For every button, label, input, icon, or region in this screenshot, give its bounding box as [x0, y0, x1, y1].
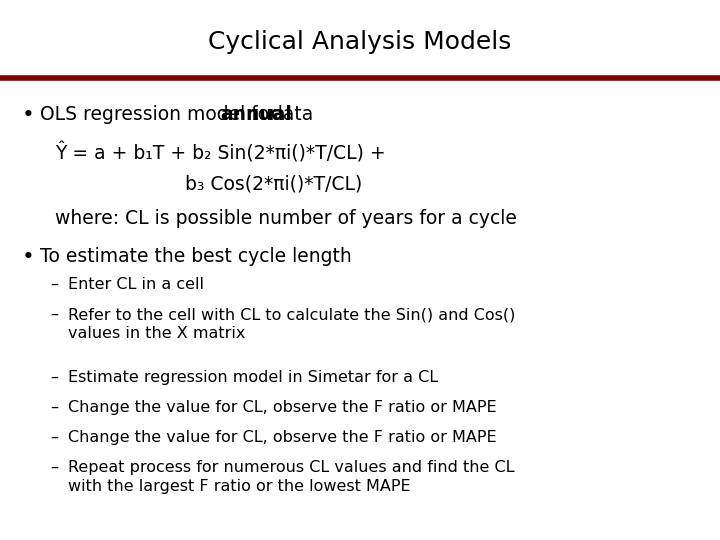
Text: Repeat process for numerous CL values and find the CL
with the largest F ratio o: Repeat process for numerous CL values an…	[68, 460, 515, 494]
Text: Ŷ = a + b₁T + b₂ Sin(2*πi()*T/CL) +: Ŷ = a + b₁T + b₂ Sin(2*πi()*T/CL) +	[55, 143, 386, 164]
Text: •: •	[22, 247, 35, 267]
Text: data: data	[266, 105, 314, 124]
Text: OLS regression model for: OLS regression model for	[40, 105, 283, 124]
Text: Enter CL in a cell: Enter CL in a cell	[68, 277, 204, 292]
Text: –: –	[50, 370, 58, 385]
Text: –: –	[50, 307, 58, 322]
Text: To estimate the best cycle length: To estimate the best cycle length	[40, 247, 352, 266]
Text: Estimate regression model in Simetar for a CL: Estimate regression model in Simetar for…	[68, 370, 438, 385]
Text: annual: annual	[220, 105, 292, 124]
Text: b₃ Cos(2*πi()*T/CL): b₃ Cos(2*πi()*T/CL)	[185, 175, 362, 194]
Text: –: –	[50, 277, 58, 292]
Text: Cyclical Analysis Models: Cyclical Analysis Models	[208, 30, 512, 54]
Text: –: –	[50, 430, 58, 445]
Text: –: –	[50, 400, 58, 415]
Text: –: –	[50, 460, 58, 475]
Text: Refer to the cell with CL to calculate the Sin() and Cos()
values in the X matri: Refer to the cell with CL to calculate t…	[68, 307, 516, 341]
Text: •: •	[22, 105, 35, 125]
Text: where: CL is possible number of years for a cycle: where: CL is possible number of years fo…	[55, 209, 517, 228]
Text: Change the value for CL, observe the F ratio or MAPE: Change the value for CL, observe the F r…	[68, 400, 497, 415]
Text: Change the value for CL, observe the F ratio or MAPE: Change the value for CL, observe the F r…	[68, 430, 497, 445]
